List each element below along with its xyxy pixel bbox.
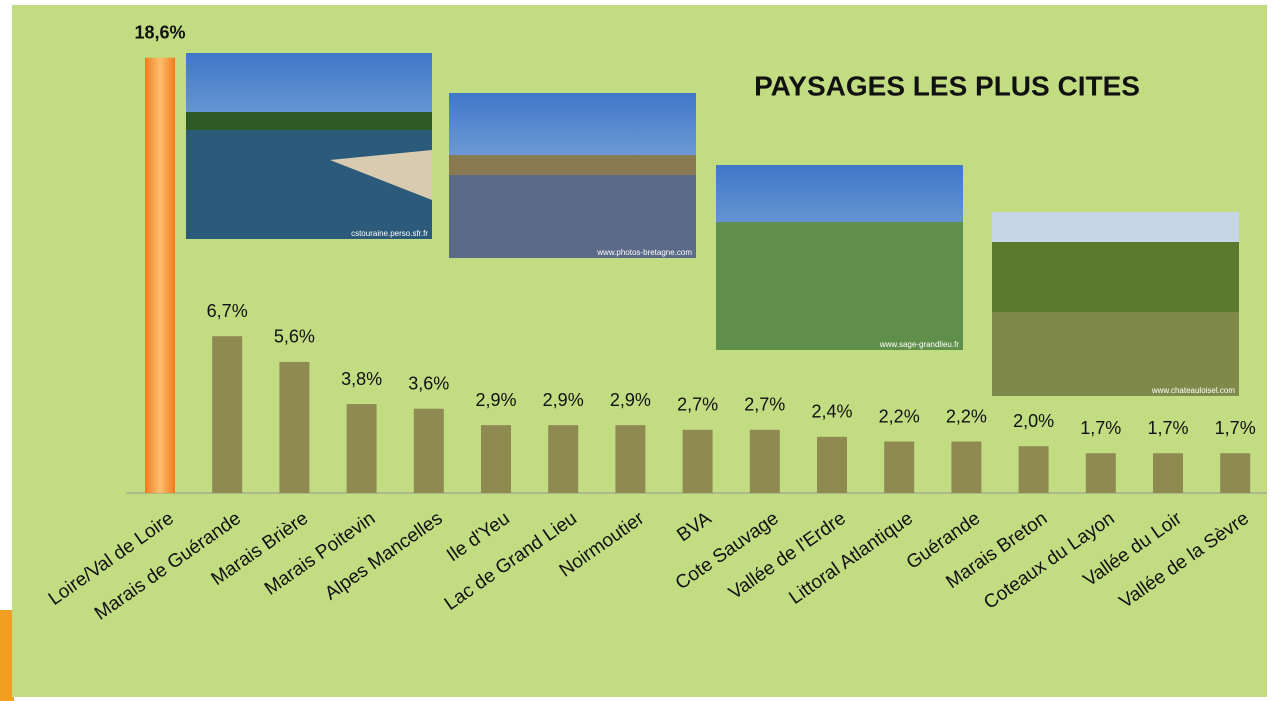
value-label: 2,7% xyxy=(677,395,718,415)
bar xyxy=(279,361,310,493)
bar xyxy=(884,441,915,493)
bar xyxy=(145,57,175,493)
bar xyxy=(1220,453,1251,493)
photo xyxy=(992,212,1239,396)
photo xyxy=(716,165,963,350)
value-label: 2,7% xyxy=(744,395,785,415)
bar xyxy=(615,425,646,493)
value-label: 1,7% xyxy=(1215,418,1256,438)
bar xyxy=(951,441,982,493)
value-label: 2,0% xyxy=(1013,411,1054,431)
bar xyxy=(749,429,780,493)
image-credit: cstouraine.perso.sfr.fr xyxy=(351,229,428,238)
bar xyxy=(413,408,444,493)
value-label: 1,7% xyxy=(1147,418,1188,438)
value-label: 3,8% xyxy=(341,369,382,389)
value-label: 6,7% xyxy=(207,301,248,321)
value-label: 2,9% xyxy=(475,390,516,410)
bar xyxy=(548,425,579,493)
bar xyxy=(817,436,847,493)
value-label: 2,4% xyxy=(811,402,852,422)
bar xyxy=(682,429,713,493)
bar xyxy=(1018,446,1049,493)
value-label: 2,9% xyxy=(610,390,651,410)
value-label: 2,9% xyxy=(543,390,584,410)
bar xyxy=(1085,453,1116,493)
image-credit: www.photos-bretagne.com xyxy=(596,248,692,257)
bar xyxy=(346,404,377,493)
image-credit: www.chateauloisel.com xyxy=(1151,386,1235,395)
value-label: 3,6% xyxy=(408,374,449,394)
image-credit: www.sage-grandlieu.fr xyxy=(879,340,959,349)
edge-decoration xyxy=(0,610,14,701)
value-label: 2,2% xyxy=(946,406,987,426)
value-label: 2,2% xyxy=(879,406,920,426)
photo xyxy=(449,93,696,258)
value-label: 18,6% xyxy=(134,23,185,43)
bar xyxy=(481,425,511,493)
bar xyxy=(1153,453,1183,493)
chart-title: PAYSAGES LES PLUS CITES xyxy=(754,70,1140,101)
value-label: 1,7% xyxy=(1080,418,1121,438)
value-label: 5,6% xyxy=(274,327,315,347)
photo xyxy=(186,53,432,239)
bar xyxy=(212,336,243,493)
